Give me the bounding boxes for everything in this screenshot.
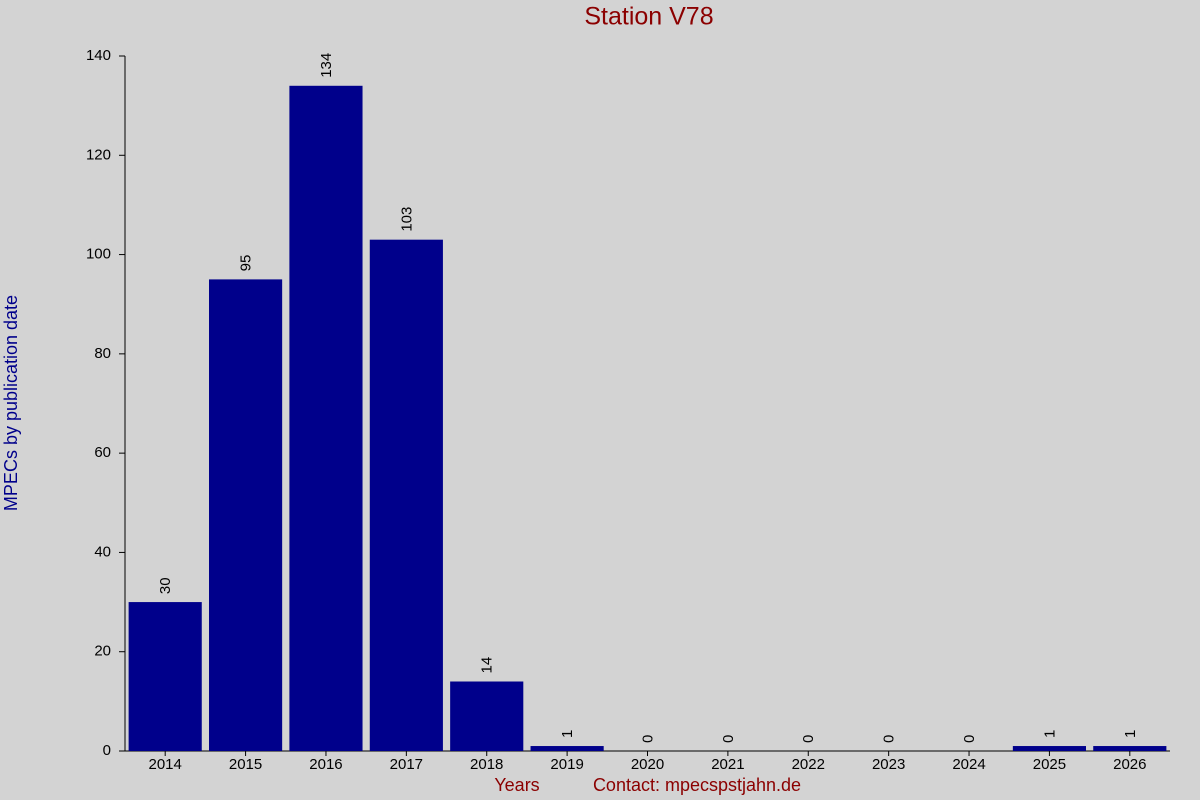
x-tick-label: 2020 [631,756,664,773]
x-tick-label: 2015 [229,756,262,773]
x-tick-label: 2025 [1033,756,1066,773]
x-tick-label: 2024 [952,756,985,773]
x-tick-label: 2022 [792,756,825,773]
y-tick-label: 140 [86,47,111,64]
value-label: 1 [1041,730,1058,738]
chart-title: Station V78 [584,3,713,31]
y-tick-label: 20 [94,643,111,660]
value-label: 14 [479,657,496,674]
y-tick-label: 40 [94,543,111,560]
bar [128,602,202,751]
y-tick-label: 0 [103,742,111,759]
value-label: 1 [559,730,576,738]
x-axis-label: Years [494,775,539,795]
x-tick-label: 2026 [1113,756,1146,773]
y-tick-label: 120 [86,146,111,163]
bar [530,746,604,751]
value-label: 30 [157,577,174,594]
y-tick-label: 60 [94,444,111,461]
bar [1093,746,1167,751]
x-tick-label: 2018 [470,756,503,773]
x-tick-label: 2017 [390,756,423,773]
value-label: 95 [238,255,255,272]
x-tick-label: 2016 [309,756,342,773]
annotation: Contact: mpecspstjahn.de [593,775,801,795]
value-label: 0 [800,735,817,743]
x-tick-label: 2021 [711,756,744,773]
x-tick-label: 2014 [149,756,182,773]
value-label: 0 [639,735,656,743]
value-label: 0 [961,735,978,743]
bar [369,239,443,751]
bar [209,279,283,751]
bar [1012,746,1086,751]
bar [450,681,524,751]
value-label: 0 [881,735,898,743]
y-axis-label: MPECs by publication date [1,295,21,511]
value-label: 134 [318,53,335,78]
x-tick-label: 2023 [872,756,905,773]
value-label: 0 [720,735,737,743]
bar [289,85,363,752]
x-tick-label: 2019 [550,756,583,773]
value-label: 103 [398,207,415,232]
value-label: 1 [1122,730,1139,738]
y-tick-label: 100 [86,246,111,263]
y-tick-label: 80 [94,345,111,362]
